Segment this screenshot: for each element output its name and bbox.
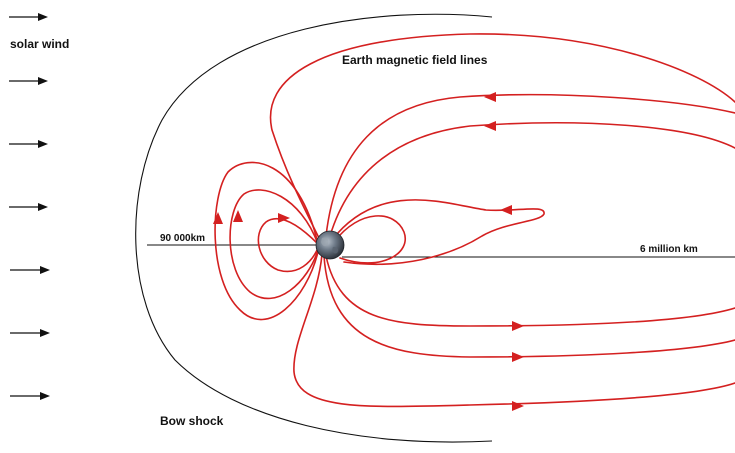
magnetic-field-lines [214,33,735,408]
field-arrow-icon [278,213,290,223]
solar-wind-arrows [9,13,50,400]
field-arrow-icon [484,121,496,131]
field-line-dayside-3 [214,161,319,321]
dayside-distance-label: 90 000km [160,233,205,244]
arrow-right-icon [10,329,50,337]
field-lines-label: Earth magnetic field lines [342,53,488,67]
field-line-tail-upper-1 [325,93,735,237]
field-arrow-icon [500,205,512,215]
field-line-south-outer [293,253,735,408]
bow-shock-curve [135,13,493,443]
tail-distance-label: 6 million km [640,244,698,255]
field-line-tail-lower-2 [323,255,735,358]
arrow-right-icon [10,392,50,400]
field-arrowheads [213,92,524,411]
arrow-right-icon [9,77,48,85]
field-line-north-outer [269,33,735,241]
field-arrow-icon [484,92,496,102]
arrow-right-icon [9,13,48,21]
field-line-dayside-2 [229,189,319,300]
solar-wind-label: solar wind [10,37,69,51]
field-arrow-icon [213,212,223,224]
field-line-tail-upper-2 [329,122,735,237]
field-line-night-loop-2 [331,199,545,266]
earth-icon [315,230,345,260]
field-line-night-loop-1 [333,215,407,264]
field-line-inner-loop [257,217,319,273]
arrow-right-icon [9,140,48,148]
bow-shock-label: Bow shock [160,414,224,428]
field-arrow-icon [512,321,524,331]
field-arrow-icon [512,352,524,362]
field-arrow-icon [512,401,524,411]
arrow-right-icon [10,266,50,274]
field-line-tail-lower-1 [325,255,735,327]
arrow-right-icon [9,203,48,211]
field-arrow-icon [233,210,243,222]
